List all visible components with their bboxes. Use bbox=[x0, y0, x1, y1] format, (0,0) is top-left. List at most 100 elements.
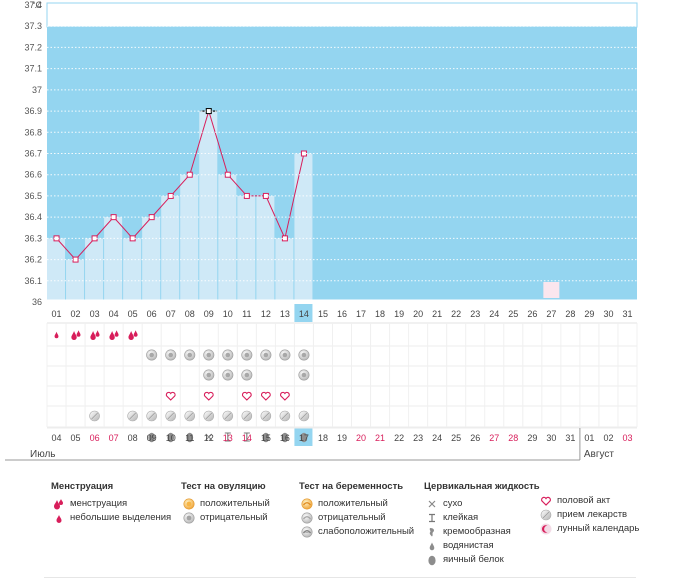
legend-label: положительный bbox=[318, 498, 388, 509]
calendar-date-label: 02 bbox=[603, 433, 613, 443]
calendar-date-label: 06 bbox=[90, 433, 100, 443]
ovulation-negative-icon bbox=[183, 512, 195, 524]
y-tick-label: 36.8 bbox=[24, 127, 42, 137]
calendar-date-label: 24 bbox=[432, 433, 442, 443]
cycle-day-label: 15 bbox=[318, 309, 328, 319]
temperature-bar bbox=[275, 238, 294, 300]
eggwhite-icon bbox=[428, 555, 436, 566]
pill-icon bbox=[298, 410, 310, 422]
heart-icon bbox=[280, 391, 290, 401]
legend-item: водянистая bbox=[424, 539, 540, 553]
cycle-day-label: 26 bbox=[527, 309, 537, 319]
y-axis-label: °C bbox=[32, 0, 43, 10]
pill-icon bbox=[165, 410, 177, 422]
legend-item: слабоположительный bbox=[299, 525, 414, 539]
test-negative-icon bbox=[241, 369, 253, 381]
test-negative-icon bbox=[203, 369, 215, 381]
temperature-bar bbox=[199, 111, 218, 300]
pill-icon bbox=[260, 410, 272, 422]
legend-menstruation: Менструация менструация небольшие выделе… bbox=[51, 481, 171, 525]
test-negative-icon bbox=[298, 349, 310, 361]
legend-label: менструация bbox=[70, 498, 128, 509]
calendar-date-label: 13 bbox=[223, 433, 233, 443]
cycle-day-label: 31 bbox=[622, 309, 632, 319]
calendar-date-label: 09 bbox=[147, 433, 157, 443]
y-tick-label: 37.3 bbox=[24, 21, 42, 31]
y-tick-label: 37 bbox=[32, 85, 42, 95]
calendar-date-label: 17 bbox=[299, 433, 309, 443]
spotting-icon bbox=[56, 515, 62, 523]
legend-item: сухо bbox=[424, 497, 540, 511]
cycle-day-label: 18 bbox=[375, 309, 385, 319]
heart-icon bbox=[260, 391, 271, 401]
cycle-day-label: 16 bbox=[337, 309, 347, 319]
menstruation-icon bbox=[54, 499, 63, 510]
y-tick-label: 36.9 bbox=[24, 106, 42, 116]
pill-icon bbox=[127, 410, 138, 422]
legend-item: положительный bbox=[181, 497, 270, 511]
month-label: Июль bbox=[30, 449, 56, 460]
calendar-date-label: 27 bbox=[489, 433, 499, 443]
calendar-date-label: 16 bbox=[280, 433, 290, 443]
y-tick-label: 37.2 bbox=[24, 42, 42, 52]
test-negative-icon bbox=[279, 349, 291, 361]
cycle-day-label: 02 bbox=[71, 309, 81, 319]
temperature-bar bbox=[104, 217, 123, 300]
cycle-day-label: 17 bbox=[356, 309, 366, 319]
cycle-day-label: 10 bbox=[223, 309, 233, 319]
cycle-day-label: 11 bbox=[242, 309, 251, 319]
legend-label: водянистая bbox=[443, 540, 494, 551]
cycle-day-label: 08 bbox=[185, 309, 195, 319]
pill-icon bbox=[89, 410, 100, 422]
menstruation-icon bbox=[109, 330, 119, 340]
dry-icon bbox=[205, 433, 213, 441]
test-negative-icon bbox=[222, 349, 234, 361]
y-tick-label: 36.7 bbox=[24, 149, 42, 159]
legend-label: отрицательный bbox=[200, 512, 268, 523]
temperature-point bbox=[281, 235, 288, 242]
heart-icon bbox=[165, 391, 176, 401]
legend-ovulation: Тест на овуляцию положительный отрицател… bbox=[181, 481, 270, 525]
pregnancy-negative-icon bbox=[301, 512, 313, 524]
menstruation-icon bbox=[128, 330, 138, 340]
cycle-day-label: 30 bbox=[603, 309, 613, 319]
legend-item: кремообразная bbox=[424, 525, 540, 539]
temperature-bar bbox=[66, 259, 85, 300]
cycle-day-label: 23 bbox=[470, 309, 480, 319]
legend-item: положительный bbox=[299, 497, 414, 511]
sticky-icon bbox=[243, 432, 250, 442]
calendar-date-label: 01 bbox=[584, 433, 594, 443]
legend-label: сухо bbox=[443, 498, 463, 509]
cycle-day-label: 07 bbox=[166, 309, 176, 319]
test-negative-icon bbox=[260, 349, 272, 361]
legend-label: положительный bbox=[200, 498, 270, 509]
calendar-date-label: 31 bbox=[565, 433, 575, 443]
calendar-date-label: 03 bbox=[622, 433, 632, 443]
cycle-day-label: 20 bbox=[413, 309, 423, 319]
y-tick-label: 36 bbox=[32, 297, 42, 307]
calendar-date-label: 14 bbox=[242, 433, 252, 443]
legend-label: кремообразная bbox=[443, 526, 511, 537]
temperature-point bbox=[129, 235, 136, 242]
legend-item: прием лекарств bbox=[538, 508, 639, 522]
pill-icon bbox=[184, 410, 196, 422]
legend-item: половой акт bbox=[538, 494, 639, 508]
legend-label: отрицательный bbox=[318, 512, 386, 523]
pregnancy-positive-icon bbox=[301, 498, 313, 510]
pill-icon bbox=[279, 410, 291, 422]
legend-item: небольшие выделения bbox=[51, 511, 171, 525]
eggwhite-icon bbox=[281, 432, 289, 443]
pill-icon bbox=[540, 509, 552, 521]
cycle-day-label: 22 bbox=[451, 309, 461, 319]
calendar-date-label: 30 bbox=[546, 433, 556, 443]
spotting-icon bbox=[54, 331, 59, 339]
heart-icon bbox=[541, 496, 551, 506]
legend-label: яичный белок bbox=[443, 554, 504, 565]
pill-icon bbox=[222, 410, 234, 422]
test-negative-icon bbox=[203, 349, 215, 361]
sticky-icon bbox=[429, 513, 435, 523]
temperature-bar bbox=[294, 153, 313, 300]
menstruation-icon bbox=[71, 330, 81, 340]
y-tick-label: 36.1 bbox=[24, 276, 42, 286]
eggwhite-icon bbox=[148, 432, 156, 443]
